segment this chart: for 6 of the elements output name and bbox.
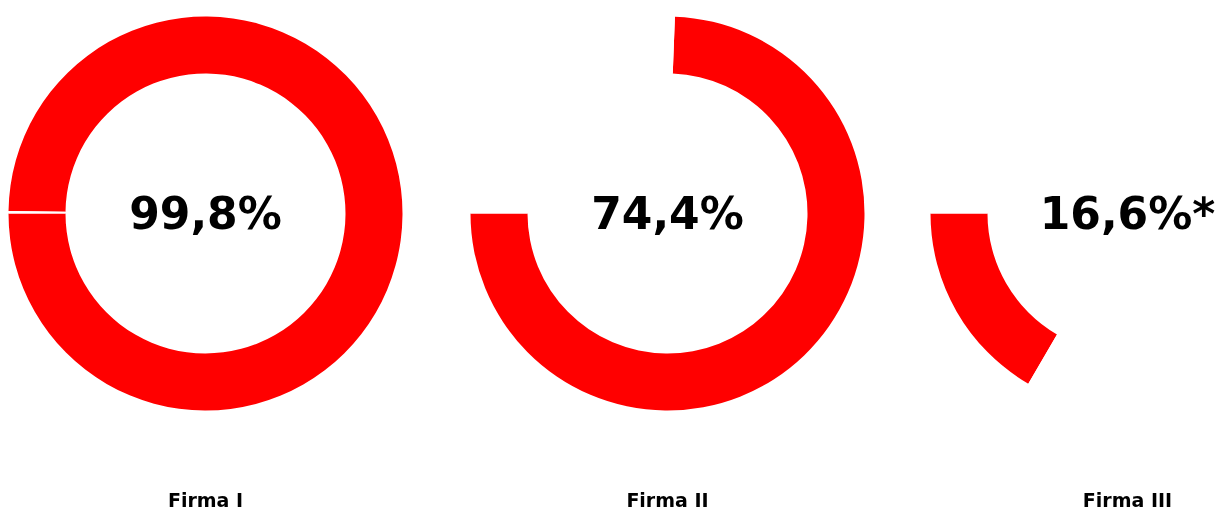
text: Firma I bbox=[167, 488, 244, 511]
text: Firma III bbox=[1082, 488, 1173, 511]
data-label: 99,8% bbox=[129, 188, 282, 239]
text: Firma II bbox=[626, 488, 709, 511]
data-label: 74,4% bbox=[591, 188, 744, 239]
data-label: 16,6%* bbox=[1039, 188, 1216, 239]
